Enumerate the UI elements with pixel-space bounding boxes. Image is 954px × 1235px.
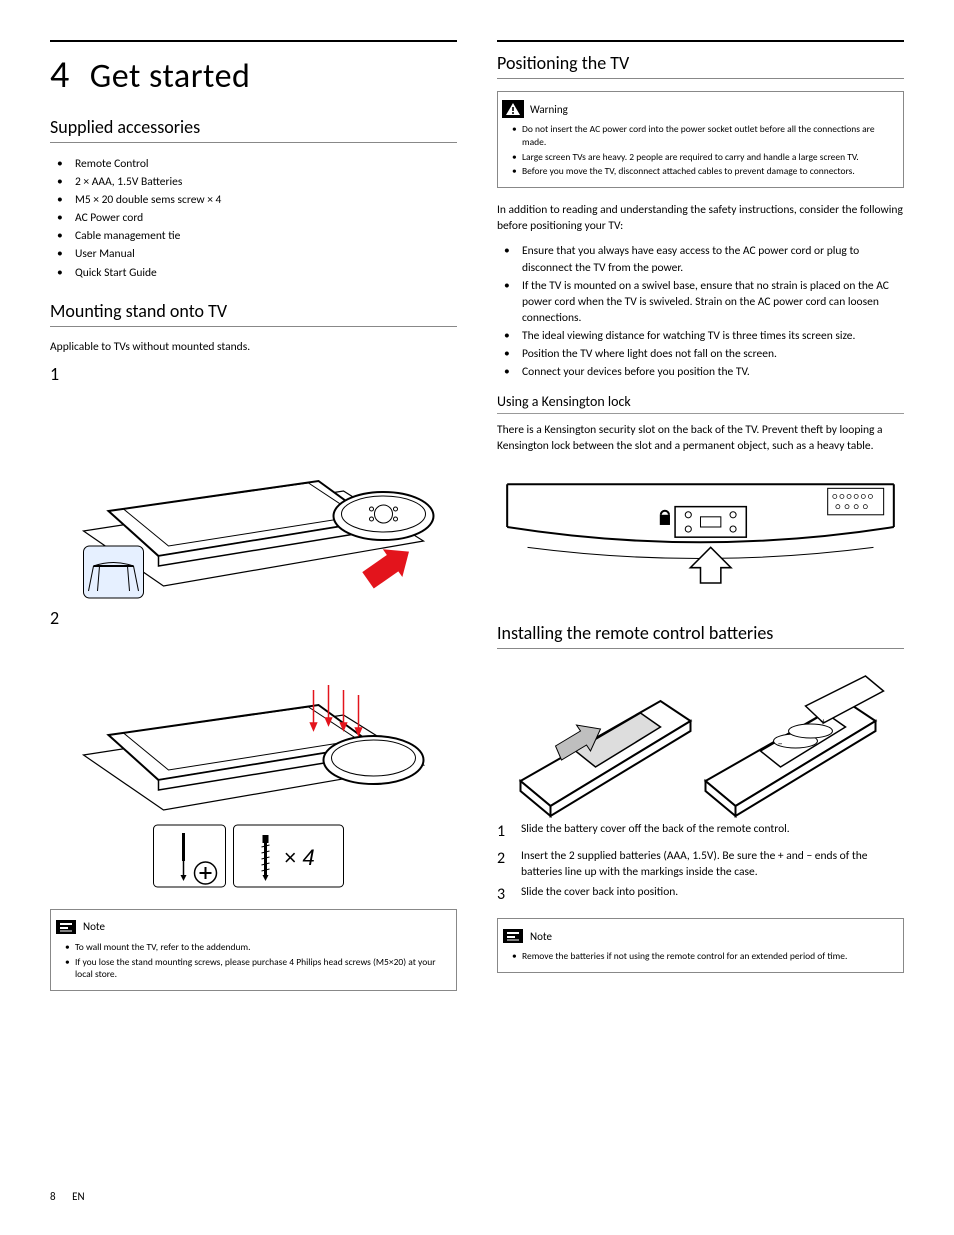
x4-label: × 4 xyxy=(284,845,315,870)
warning-item: Large screen TVs are heavy. 2 people are… xyxy=(522,150,893,165)
note-label: Note xyxy=(83,920,105,933)
warning-item: Before you move the TV, disconnect attac… xyxy=(522,164,893,179)
chapter-title: 4 Get started xyxy=(50,52,457,98)
list-item: Quick Start Guide xyxy=(75,264,457,282)
list-item: AC Power cord xyxy=(75,209,457,227)
note-label: Note xyxy=(530,930,552,943)
list-item: Connect your devices before you position… xyxy=(522,363,904,381)
chapter-title-text: Get started xyxy=(90,56,251,97)
positioning-list: Ensure that you always have easy access … xyxy=(497,242,904,381)
page-lang: EN xyxy=(72,1190,84,1203)
list-item: Position the TV where light does not fal… xyxy=(522,345,904,363)
svg-text:+: + xyxy=(821,715,826,728)
chapter-number: 4 xyxy=(50,52,70,98)
list-item: Remote Control xyxy=(75,155,457,173)
kensington-diagram xyxy=(497,462,904,592)
kensington-heading: Using a Kensington lock xyxy=(497,393,904,414)
svg-text:−: − xyxy=(778,737,783,750)
batteries-note-box: Note Remove the batteries if not using t… xyxy=(497,918,904,973)
note-item: To wall mount the TV, refer to the adden… xyxy=(75,940,446,955)
note-icon xyxy=(55,918,77,936)
accessories-heading: Supplied accessories xyxy=(50,116,457,143)
batteries-heading: Installing the remote control batteries xyxy=(497,622,904,649)
positioning-intro: In addition to reading and understanding… xyxy=(497,202,904,234)
note-item: Remove the batteries if not using the re… xyxy=(522,949,893,964)
mounting-diagram-1 xyxy=(50,391,457,601)
positioning-heading: Positioning the TV xyxy=(497,52,904,79)
step-item: 1Slide the battery cover off the back of… xyxy=(497,821,904,843)
warning-label: Warning xyxy=(530,103,568,116)
list-item: The ideal viewing distance for watching … xyxy=(522,327,904,345)
list-item: If the TV is mounted on a swivel base, e… xyxy=(522,277,904,327)
battery-steps: 1Slide the battery cover off the back of… xyxy=(497,821,904,906)
note-icon xyxy=(502,927,524,945)
mounting-heading: Mounting stand onto TV xyxy=(50,300,457,327)
page-number: 8 xyxy=(50,1190,56,1203)
mounting-applicable: Applicable to TVs without mounted stands… xyxy=(50,339,457,355)
list-item: Ensure that you always have easy access … xyxy=(522,242,904,276)
step-1-number: 1 xyxy=(50,363,457,385)
list-item: User Manual xyxy=(75,245,457,263)
step-2-number: 2 xyxy=(50,607,457,629)
warning-box: Warning Do not insert the AC power cord … xyxy=(497,91,904,188)
list-item: Cable management tie xyxy=(75,227,457,245)
page-footer: 8 EN xyxy=(50,1190,85,1203)
warning-icon xyxy=(502,100,524,118)
batteries-diagram: + − xyxy=(497,661,904,821)
list-item: 2 × AAA, 1.5V Batteries xyxy=(75,173,457,191)
mounting-note-box: Note To wall mount the TV, refer to the … xyxy=(50,909,457,991)
list-item: M5 × 20 double sems screw × 4 xyxy=(75,191,457,209)
warning-item: Do not insert the AC power cord into the… xyxy=(522,122,893,150)
kensington-body: There is a Kensington security slot on t… xyxy=(497,422,904,454)
step-item: 2Insert the 2 supplied batteries (AAA, 1… xyxy=(497,848,904,880)
note-item: If you lose the stand mounting screws, p… xyxy=(75,955,446,983)
accessories-list: Remote Control 2 × AAA, 1.5V Batteries M… xyxy=(50,155,457,282)
mounting-diagram-2: × 4 xyxy=(50,635,457,895)
step-item: 3Slide the cover back into position. xyxy=(497,884,904,906)
